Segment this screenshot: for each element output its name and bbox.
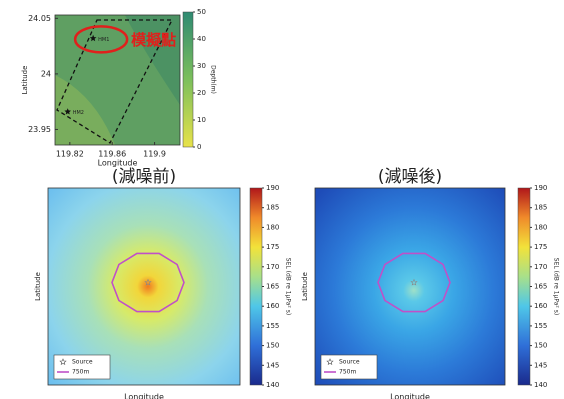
colorbar: [517, 187, 531, 386]
colorbar-tick-label: 30: [197, 62, 206, 70]
colorbar-label: SEL (dB re 1μPa² s): [285, 258, 292, 315]
annotation: 模擬點: [131, 31, 176, 49]
colorbar-tick-label: 0: [197, 143, 201, 151]
range-ring: [111, 252, 185, 313]
x-axis-label: Longitude: [124, 393, 164, 399]
colorbar-tick-label: 140: [534, 381, 547, 389]
x-axis-label: Longitude: [390, 393, 430, 399]
x-tick-label: 119.9: [143, 150, 166, 159]
source-marker: [144, 278, 152, 286]
legend-label: Source: [72, 359, 93, 366]
site-label: HM1: [98, 37, 109, 43]
axes-frame: [47, 187, 241, 386]
colorbar-tick-label: 20: [197, 89, 206, 97]
colorbar-tick-label: 150: [534, 342, 547, 350]
colorbar-tick-label: 140: [266, 381, 279, 389]
y-tick-label: 24: [41, 69, 51, 78]
colorbar-tick-label: 175: [534, 243, 547, 251]
y-axis-label: Latitude: [34, 272, 42, 301]
range-ring: [377, 252, 451, 313]
colorbar-tick-label: 165: [266, 283, 279, 291]
axes-frame: [54, 14, 181, 146]
colorbar-tick-label: 145: [266, 361, 279, 369]
colorbar-tick-label: 170: [534, 263, 547, 271]
colorbar-tick-label: 190: [534, 184, 547, 192]
colorbar-label: Depth(m): [210, 65, 217, 94]
site-marker: [64, 108, 71, 115]
colorbar-tick-label: 190: [266, 184, 279, 192]
colorbar-tick-label: 180: [266, 223, 279, 231]
legend-label: 750m: [72, 369, 89, 376]
sel-field: [48, 188, 240, 385]
colorbar-tick-label: 155: [266, 322, 279, 330]
source-marker: [410, 278, 418, 286]
legend-label: 750m: [339, 369, 356, 376]
legend-source-icon: [326, 358, 334, 365]
colorbar-tick-label: 170: [266, 263, 279, 271]
site-label: HM2: [73, 110, 84, 116]
axes-frame: [314, 187, 506, 386]
y-tick-label: 24.05: [28, 14, 51, 23]
colorbar-label: SEL (dB re 1μPa² s): [553, 258, 560, 315]
site-marker: [89, 34, 97, 42]
colorbar-tick-label: 155: [534, 322, 547, 330]
colorbar-tick-label: 185: [534, 204, 547, 212]
colorbar-tick-label: 160: [266, 302, 279, 310]
y-axis-label: Latitude: [21, 66, 29, 95]
colorbar: [249, 187, 263, 386]
colorbar-tick-label: 180: [534, 223, 547, 231]
colorbar-tick-label: 165: [534, 283, 547, 291]
chart-title: (減噪前): [112, 167, 176, 187]
colorbar-tick-label: 145: [534, 361, 547, 369]
y-tick-label: 23.95: [28, 125, 51, 134]
legend-label: Source: [339, 359, 360, 366]
colorbar-tick-label: 160: [534, 302, 547, 310]
legend-box: [320, 354, 378, 380]
chart-title: (減噪後): [378, 167, 442, 187]
colorbar-tick-label: 175: [266, 243, 279, 251]
highlight-ring: [73, 25, 129, 54]
legend-box: [53, 354, 111, 380]
colorbar-tick-label: 185: [266, 204, 279, 212]
x-axis-label: Longitude: [98, 159, 138, 168]
colorbar-tick-label: 40: [197, 35, 206, 43]
sel-field: [315, 188, 505, 385]
x-tick-label: 119.86: [98, 150, 126, 159]
colorbar-tick-label: 50: [197, 8, 206, 16]
colorbar-tick-label: 10: [197, 116, 206, 124]
y-axis-label: Latitude: [301, 272, 309, 301]
legend-source-icon: [59, 358, 67, 365]
colorbar: [182, 11, 194, 148]
study-area: [56, 19, 174, 144]
x-tick-label: 119.82: [56, 150, 84, 159]
map-shallow: [55, 75, 115, 145]
colorbar-tick-label: 150: [266, 342, 279, 350]
